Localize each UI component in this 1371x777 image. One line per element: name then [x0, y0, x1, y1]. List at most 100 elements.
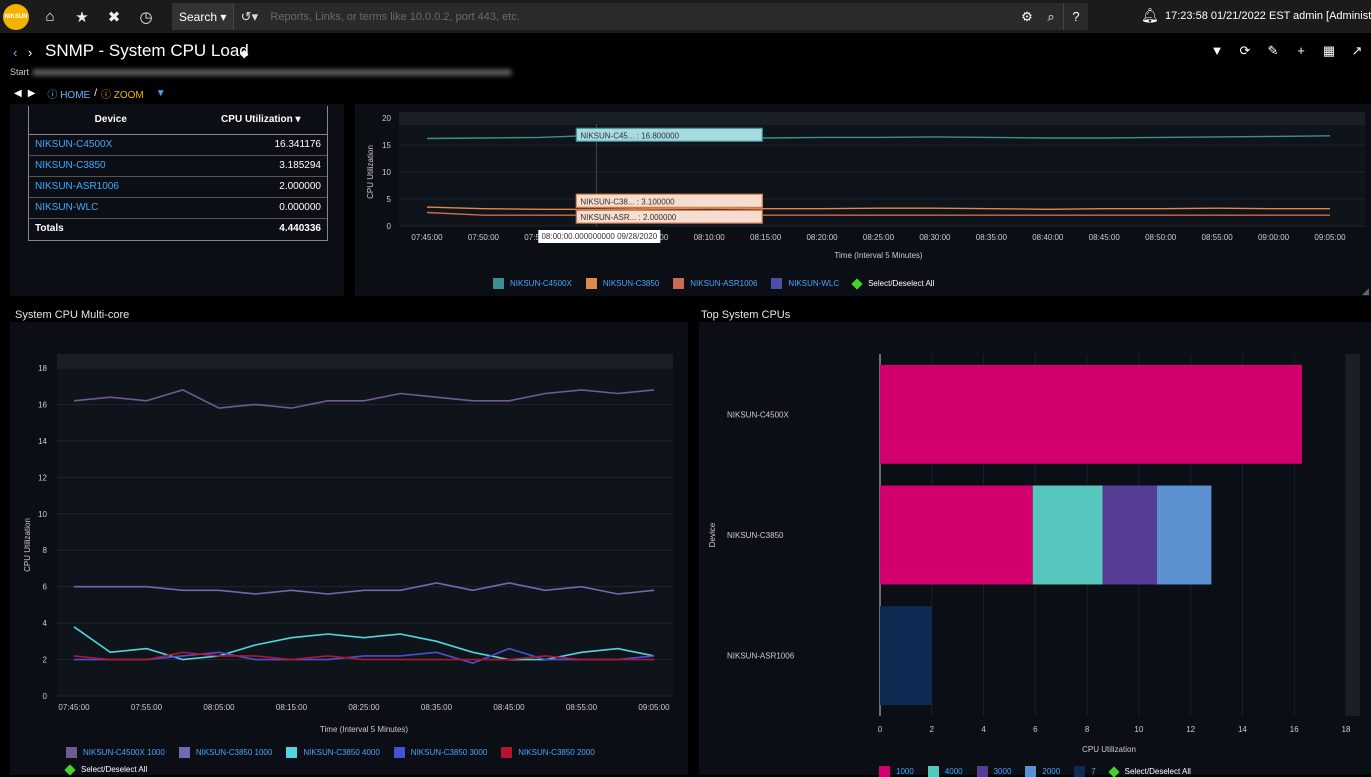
search-input[interactable]: [264, 3, 1015, 30]
page-toolbar: ▼ ⟳ ✎ + ▦ ↗: [1203, 43, 1371, 59]
add-icon[interactable]: +: [1297, 43, 1305, 58]
clock-icon[interactable]: ◷: [139, 8, 153, 26]
select-deselect-all[interactable]: Select/Deselect All: [851, 277, 935, 290]
col-cpu-utilization[interactable]: CPU Utilization ▾: [193, 106, 328, 135]
legend-label: NIKSUN-C3850 1000: [195, 748, 273, 757]
crumb-back-icon[interactable]: ◀: [14, 88, 22, 99]
breadcrumb-caret-icon[interactable]: ▼: [155, 88, 166, 99]
select-all-label: Select/Deselect All: [868, 279, 935, 288]
niksun-logo[interactable]: NIKSUN: [3, 3, 29, 30]
select-deselect-all[interactable]: Select/Deselect All: [64, 763, 148, 776]
x-tick-label: 08:05:00: [203, 703, 235, 712]
device-link[interactable]: NIKSUN-C4500X: [28, 134, 194, 156]
tooltip-text: NIKSUN-C45... : 16.800000: [580, 131, 679, 140]
time-range-row: Start: [10, 67, 512, 77]
search-bar: Search ▾ ↺▾ ⚙ ⌕ ?: [172, 3, 1088, 30]
table-row: NIKSUN-WLC 0.000000: [28, 197, 328, 219]
x-tick-label: 8: [1085, 725, 1090, 734]
search-divider: [1063, 3, 1064, 30]
x-tick-label: 6: [1033, 725, 1038, 734]
legend-item-mc-1[interactable]: NIKSUN-C3850 1000: [178, 747, 273, 758]
legend-item-asr[interactable]: NIKSUN-ASR1006: [673, 278, 757, 289]
x-tick-label: 08:25:00: [348, 703, 380, 712]
legend-item-7[interactable]: 7: [1074, 766, 1096, 777]
select-all-label: Select/Deselect All: [81, 765, 148, 774]
bar-segment: [1157, 485, 1212, 585]
top-cpus-bar-chart[interactable]: 0 2 4 6 8 10 12 14 16 18 Device CPU Utilization NIKS…: [699, 340, 1371, 760]
top-chart-legend: NIKSUN-C4500X NIKSUN-C3850 NIKSUN-ASR100…: [493, 277, 948, 290]
legend-item-mc-2[interactable]: NIKSUN-C3850 4000: [286, 747, 380, 758]
x-tick-label: 07:50:00: [468, 233, 500, 242]
tools-icon[interactable]: ✖: [107, 8, 121, 26]
settings-icon[interactable]: ⚙: [1021, 8, 1033, 24]
history-icon[interactable]: ↺▾: [240, 8, 259, 24]
forward-arrow-icon[interactable]: ›: [28, 45, 33, 60]
multicore-line-chart[interactable]: 0 2 4 6 8 10 12 14 16 18 07:45:00 07:55:00 08:05:00 0…: [10, 340, 688, 740]
select-all-label: Select/Deselect All: [1124, 767, 1191, 776]
help-icon[interactable]: ?: [1072, 9, 1080, 24]
bell-icon[interactable]: 🔔︎: [1141, 7, 1159, 23]
legend-item-mc-4[interactable]: NIKSUN-C3850 2000: [501, 747, 595, 758]
back-arrow-icon[interactable]: ‹: [13, 45, 18, 60]
pin-icon[interactable]: ✎: [1267, 43, 1279, 58]
share-icon[interactable]: ↗: [1351, 43, 1363, 58]
x-tick-label: 18: [1342, 725, 1351, 734]
x-tick-label: 08:40:00: [1032, 233, 1064, 242]
legend-label: NIKSUN-C3850: [602, 279, 660, 288]
top-cpu-line-chart[interactable]: 0510152007:45:0007:50:0007:55:0008:00:00…: [355, 104, 1371, 274]
legend-item-mc-3[interactable]: NIKSUN-C3850 3000: [393, 747, 487, 758]
y-tick-label: 12: [38, 473, 47, 482]
x-tick-label: 08:20:00: [806, 233, 838, 242]
tag-icon[interactable]: ◆: [240, 48, 249, 60]
legend-item-4000[interactable]: 4000: [927, 766, 963, 777]
crumb-forward-icon[interactable]: ▶: [27, 88, 36, 99]
breadcrumb-home[interactable]: ⓘ HOME: [47, 90, 91, 101]
refresh-icon[interactable]: ⟳: [1239, 43, 1251, 58]
y-tick-label: 0: [43, 692, 48, 701]
search-icon[interactable]: ⌕: [1047, 8, 1055, 24]
series-line: [74, 582, 655, 595]
legend-swatch: [393, 747, 405, 758]
legend-item-c38[interactable]: NIKSUN-C3850: [585, 278, 660, 289]
legend-label: 2000: [1042, 767, 1061, 776]
legend-swatch: [771, 278, 783, 289]
legend-item-1000[interactable]: 1000: [879, 766, 914, 777]
device-link[interactable]: NIKSUN-ASR1006: [28, 176, 194, 198]
filter-icon[interactable]: ▼: [1210, 43, 1224, 58]
legend-item-mc-0[interactable]: NIKSUN-C4500X 1000: [66, 747, 165, 758]
category-label: NIKSUN-C4500X: [727, 410, 789, 419]
category-label: NIKSUN-C3850: [727, 531, 784, 540]
breadcrumb: ◀ ▶ ⓘ HOME / ⓘ ZOOM ▼: [14, 86, 166, 101]
calendar-icon[interactable]: ▦: [1322, 43, 1336, 58]
search-type-dropdown[interactable]: Search ▾: [172, 3, 235, 30]
breadcrumb-zoom[interactable]: ⓘ ZOOM: [100, 90, 144, 101]
legend-item-3000[interactable]: 3000: [976, 766, 1011, 777]
table-header-row: Device CPU Utilization ▾: [28, 106, 328, 135]
x-tick-label: 12: [1186, 725, 1195, 734]
legend-item-wlc[interactable]: NIKSUN-WLC: [771, 278, 839, 289]
x-tick-label: 08:50:00: [1145, 233, 1177, 242]
legend-item-c45[interactable]: NIKSUN-C4500X: [493, 278, 572, 289]
resize-handle-icon[interactable]: ◢: [1362, 286, 1369, 296]
col-device[interactable]: Device: [28, 106, 194, 135]
legend-item-2000[interactable]: 2000: [1025, 766, 1060, 777]
x-tick-label: 08:35:00: [976, 233, 1008, 242]
device-link[interactable]: NIKSUN-WLC: [28, 197, 194, 219]
star-icon[interactable]: ★: [75, 8, 89, 26]
y-tick-label: 5: [387, 195, 392, 204]
select-deselect-all[interactable]: Select/Deselect All: [1107, 765, 1191, 777]
user-menu[interactable]: admin [Administrator]: [1293, 10, 1371, 22]
start-label: Start: [10, 67, 30, 77]
multicore-title: System CPU Multi-core: [15, 309, 130, 321]
legend-label: NIKSUN-ASR1006: [690, 279, 758, 288]
home-icon[interactable]: ⌂: [45, 8, 55, 25]
tooltip-text: NIKSUN-C38... : 3.100000: [580, 197, 675, 206]
y-tick-label: 10: [38, 510, 47, 519]
time-tooltip-text: 08:00:00.000000000 09/28/2020: [541, 232, 657, 241]
x-tick-label: 08:55:00: [1202, 233, 1234, 242]
device-link[interactable]: NIKSUN-C3850: [28, 155, 194, 177]
legend-label: 7: [1091, 767, 1096, 776]
table-row: NIKSUN-C3850 3.185294: [28, 155, 328, 177]
search-type-label: Search: [179, 9, 218, 24]
bar-segment: [880, 606, 932, 706]
